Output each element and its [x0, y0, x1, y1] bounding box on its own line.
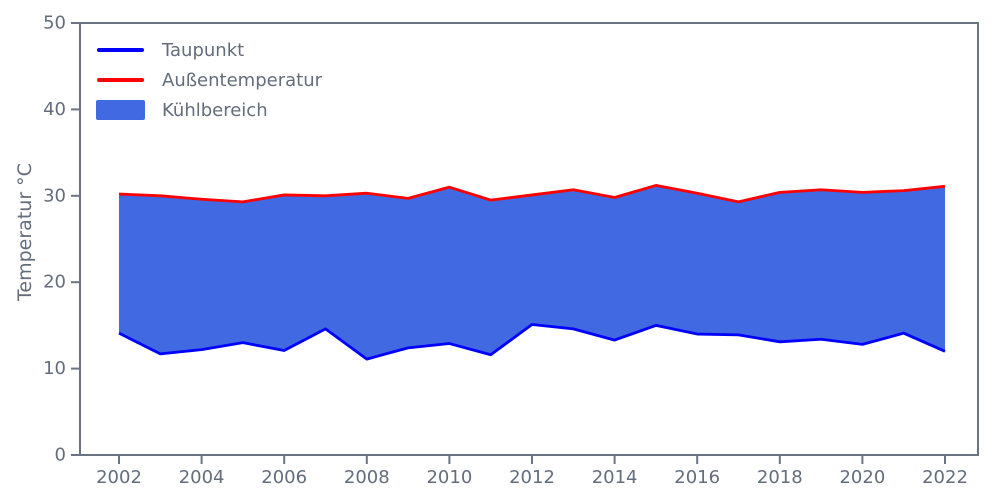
kuehlbereich-patch-swatch-icon [96, 100, 145, 120]
x-tick-label: 2010 [426, 467, 472, 488]
x-tick-label: 2016 [674, 467, 720, 488]
legend-swatch-cell [96, 100, 145, 120]
legend-label-taupunkt: Taupunkt [162, 39, 245, 61]
axes-spines [79, 22, 979, 456]
x-tick-label: 2022 [922, 467, 968, 488]
legend-item-kuehlbereich: Kühlbereich [96, 95, 322, 125]
taupunkt-line-swatch-icon [97, 48, 144, 52]
y-tick-label: 30 [43, 185, 66, 206]
x-tick-label: 2014 [592, 467, 638, 488]
y-tick-label: 50 [43, 13, 66, 34]
aussentemperatur-line-swatch-icon [97, 78, 144, 82]
kuehlbereich-area [119, 185, 945, 360]
x-tick-label: 2004 [179, 467, 225, 488]
x-tick-label: 2018 [757, 467, 803, 488]
legend-swatch-cell [96, 48, 145, 52]
legend: Taupunkt Außentemperatur Kühlbereich [96, 35, 322, 125]
y-tick-label: 10 [43, 358, 66, 379]
legend-label-aussentemperatur: Außentemperatur [162, 69, 323, 91]
legend-item-taupunkt: Taupunkt [96, 35, 322, 65]
x-tick-label: 2008 [344, 467, 390, 488]
auentemperatur-line [118, 184, 946, 204]
legend-label-kuehlbereich: Kühlbereich [162, 99, 268, 121]
taupunkt-line [118, 323, 946, 361]
x-tick-label: 2020 [839, 467, 885, 488]
legend-item-aussentemperatur: Außentemperatur [96, 65, 322, 95]
x-tick-label: 2002 [96, 467, 142, 488]
y-tick-label: 20 [43, 272, 66, 293]
legend-swatch-cell [96, 78, 145, 82]
y-tick-label: 40 [43, 99, 66, 120]
y-axis-label: Temperatur °C [14, 163, 36, 301]
y-tick-label: 0 [55, 445, 66, 466]
x-tick-label: 2012 [509, 467, 555, 488]
x-tick-label: 2006 [261, 467, 307, 488]
